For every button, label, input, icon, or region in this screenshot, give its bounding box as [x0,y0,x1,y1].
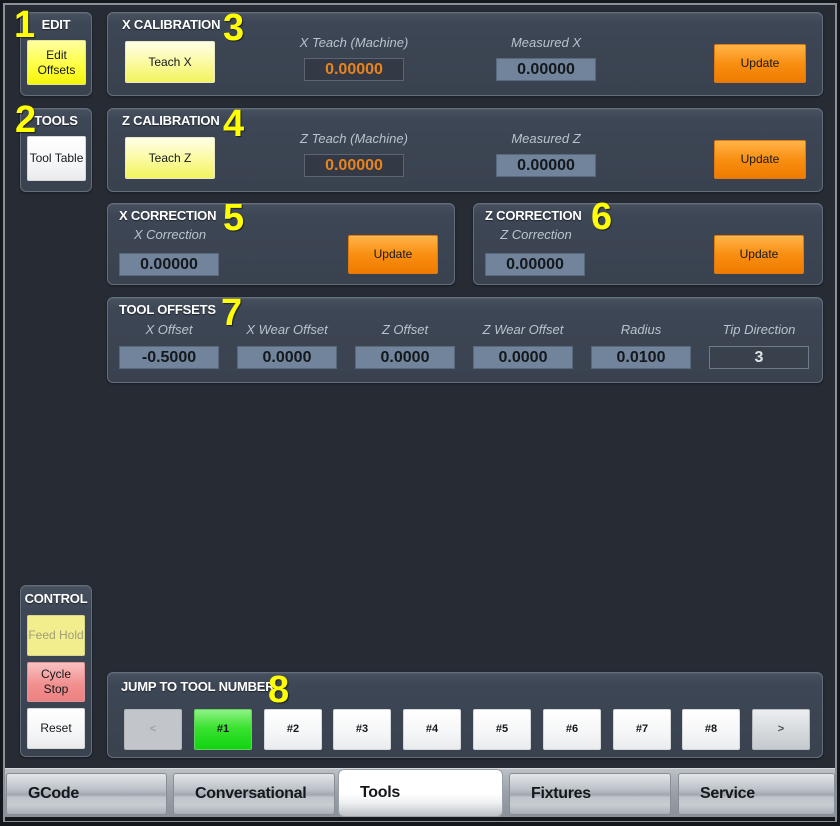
tab-fixtures[interactable]: Fixtures [509,773,671,815]
z-correction-label: Z Correction [500,227,572,242]
z-calibration-panel: Z CALIBRATION Teach Z Z Teach (Machine) … [107,108,823,192]
x-teach-machine-label: X Teach (Machine) [299,35,409,50]
tool-button-7[interactable]: #7 [613,709,671,750]
x-calibration-title: X CALIBRATION [122,17,221,32]
x-calibration-panel: X CALIBRATION Teach X X Teach (Machine) … [107,12,823,96]
x-teach-machine-field[interactable]: 0.00000 [304,58,404,81]
tab-gcode[interactable]: GCode [6,773,167,815]
jump-to-tool-title: JUMP TO TOOL NUMBER [121,679,275,694]
tab-conversational[interactable]: Conversational [173,773,335,815]
measured-z-field[interactable]: 0.00000 [496,154,596,177]
tool-offsets-panel: TOOL OFFSETS X Offset -0.5000 X Wear Off… [107,297,823,383]
tool-button-8[interactable]: #8 [682,709,740,750]
control-panel: CONTROL Feed Hold Cycle Stop Reset [20,585,92,757]
z-teach-machine-label: Z Teach (Machine) [300,131,408,146]
control-panel-title: CONTROL [24,591,88,606]
jump-to-tool-panel: JUMP TO TOOL NUMBER < #1 #2 #3 #4 #5 #6 … [107,672,823,758]
tool-button-5[interactable]: #5 [473,709,531,750]
z-correction-update-button[interactable]: Update [714,235,804,274]
z-wear-offset-field[interactable]: 0.0000 [473,346,573,369]
tip-direction-field[interactable]: 3 [709,346,809,369]
reset-button[interactable]: Reset [27,708,85,749]
z-calibration-title: Z CALIBRATION [122,113,220,128]
radius-label: Radius [620,322,662,337]
bottom-strip [5,817,835,821]
tool-button-6[interactable]: #6 [543,709,601,750]
measured-z-label: Measured Z [511,131,581,146]
edit-offsets-button[interactable]: Edit Offsets [27,40,86,85]
x-correction-field[interactable]: 0.00000 [119,253,219,276]
z-offset-label: Z Offset [381,322,429,337]
edit-panel-title: EDIT [41,17,71,32]
measured-x-label: Measured X [510,35,582,50]
teach-z-button[interactable]: Teach Z [125,137,215,179]
z-teach-machine-field[interactable]: 0.00000 [304,154,404,177]
tab-service[interactable]: Service [678,773,835,815]
feed-hold-button[interactable]: Feed Hold [27,615,85,656]
tab-tools[interactable]: Tools [338,769,503,817]
x-correction-label: X Correction [133,227,207,242]
tool-button-4[interactable]: #4 [403,709,461,750]
tool-button-1[interactable]: #1 [194,709,252,750]
tools-panel-title: TOOLS [34,113,78,128]
z-correction-title: Z CORRECTION [485,208,582,223]
tools-panel: TOOLS Tool Table [20,108,92,192]
cycle-stop-button[interactable]: Cycle Stop [27,662,85,702]
tool-button-2[interactable]: #2 [264,709,322,750]
z-correction-field[interactable]: 0.00000 [485,253,585,276]
tip-direction-label: Tip Direction [722,322,796,337]
x-wear-offset-label: X Wear Offset [246,322,328,337]
measured-x-field[interactable]: 0.00000 [496,58,596,81]
teach-x-button[interactable]: Teach X [125,41,215,83]
tool-offsets-title: TOOL OFFSETS [119,302,216,317]
edit-panel: EDIT Edit Offsets [20,12,92,96]
tool-button-3[interactable]: #3 [333,709,391,750]
x-offset-field[interactable]: -0.5000 [119,346,219,369]
x-correction-title: X CORRECTION [119,208,217,223]
x-correction-panel: X CORRECTION X Correction 0.00000 Update [107,203,455,285]
x-wear-offset-field[interactable]: 0.0000 [237,346,337,369]
x-correction-update-button[interactable]: Update [348,235,438,274]
jump-prev-button[interactable]: < [124,709,182,750]
jump-next-button[interactable]: > [752,709,810,750]
x-calibration-update-button[interactable]: Update [714,44,806,83]
z-wear-offset-label: Z Wear Offset [482,322,564,337]
z-calibration-update-button[interactable]: Update [714,140,806,179]
z-correction-panel: Z CORRECTION Z Correction 0.00000 Update [473,203,823,285]
x-offset-label: X Offset [145,322,193,337]
radius-field[interactable]: 0.0100 [591,346,691,369]
z-offset-field[interactable]: 0.0000 [355,346,455,369]
tool-table-button[interactable]: Tool Table [27,136,86,181]
